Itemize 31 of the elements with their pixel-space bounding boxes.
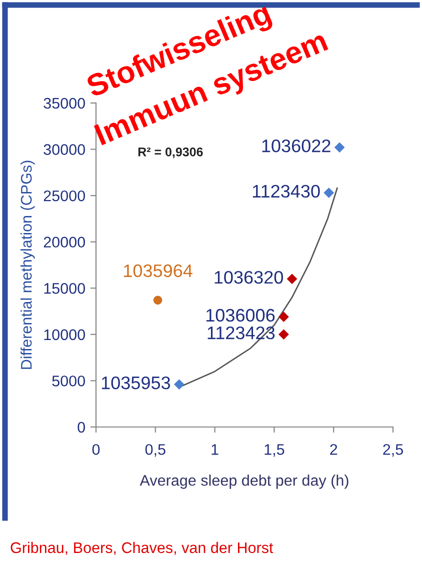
point (324, 188, 334, 198)
y-tick-label: 20000 (44, 236, 85, 248)
y-tick-label: 10000 (44, 329, 85, 340)
point (278, 312, 289, 322)
annotation: R² = 0,9306 (138, 147, 203, 158)
y-tick-label: 35000 (44, 98, 85, 109)
annotation: 1036006 (206, 308, 275, 322)
y-tick-label: 25000 (44, 190, 85, 202)
x-tick-label: 0,5 (145, 444, 166, 457)
y-tick-label: 15000 (44, 283, 85, 294)
annotation: 1036022 (262, 139, 330, 152)
point (153, 296, 162, 305)
y-tick-label: 0 (78, 422, 85, 433)
text: Gribnau, Boers, Chaves, van der Horst (10, 542, 274, 555)
y-tick-label: 5000 (52, 376, 85, 386)
y-axis-title: Differential methylation (CPGs) (20, 160, 35, 369)
x-tick-label: 0 (92, 444, 100, 455)
annotation: 1035953 (102, 376, 170, 390)
annotation: 1123430 (252, 184, 320, 198)
x-tick-label: 2,5 (383, 444, 403, 457)
point (278, 329, 289, 340)
annotation: 1036320 (214, 270, 283, 284)
y-tick-label: 30000 (44, 144, 85, 155)
point (286, 274, 298, 284)
x-tick-label: 1 (212, 444, 218, 455)
x-tick-label: 1,5 (264, 444, 284, 457)
x-tick-label: 2 (330, 444, 338, 455)
point (334, 142, 345, 153)
x-axis-title: Average sleep debt per day (h) (140, 474, 348, 489)
annotation: 1035964 (124, 264, 192, 278)
point (174, 379, 184, 390)
